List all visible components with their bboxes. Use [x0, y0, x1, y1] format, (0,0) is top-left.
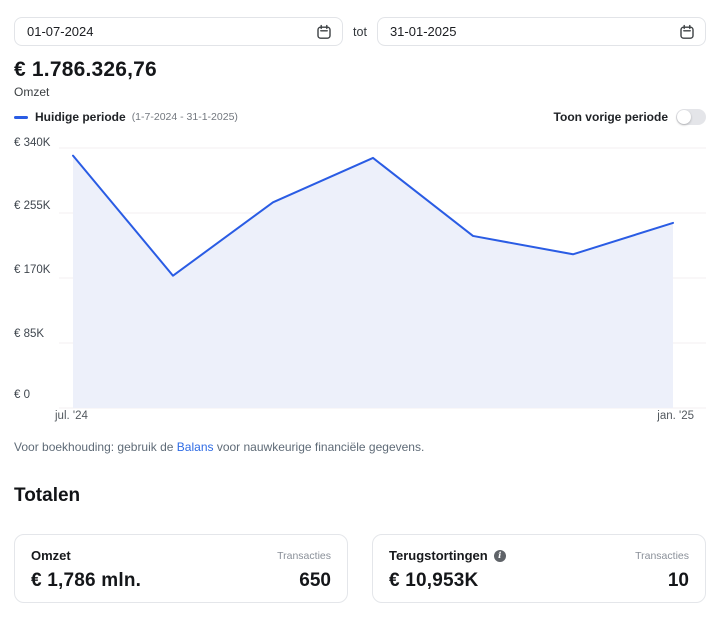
legend-current-period-label: Huidige periode [35, 110, 126, 124]
balans-link[interactable]: Balans [176, 440, 214, 454]
total-revenue-amount: € 1.786.326,76 [14, 58, 157, 81]
totals-cards: Omzet Transacties € 1,786 mln. 650 Terug… [14, 534, 706, 603]
transactions-count: 650 [299, 570, 331, 591]
legend-current-period-range: (1-7-2024 - 31-1-2025) [131, 111, 238, 123]
date-range-row: 01-07-2024 tot 31-01-2025 [14, 17, 706, 46]
y-axis-tick: € 255K [14, 200, 51, 212]
previous-period-toggle[interactable] [676, 109, 706, 125]
revenue-line [72, 154, 674, 277]
refunds-total-card: Terugstortingen i Transacties € 10,953K … [372, 534, 706, 603]
calendar-icon[interactable] [679, 24, 695, 40]
start-date-value: 01-07-2024 [27, 24, 94, 39]
card-value: € 1,786 mln. [31, 570, 142, 591]
info-icon[interactable]: i [493, 549, 506, 562]
end-date-input[interactable]: 31-01-2025 [376, 17, 706, 46]
revenue-total-card: Omzet Transacties € 1,786 mln. 650 [14, 534, 348, 603]
y-axis-tick: € 0 [14, 389, 30, 401]
card-title: Terugstortingen [389, 548, 488, 563]
date-range-separator: tot [353, 24, 367, 39]
totals-heading: Totalen [14, 485, 81, 506]
calendar-icon[interactable] [316, 24, 332, 40]
transactions-label: Transacties [635, 549, 689, 562]
revenue-line-chart [59, 147, 706, 409]
transactions-count: 10 [667, 570, 689, 591]
card-value: € 10,953K [389, 570, 479, 591]
previous-period-toggle-label: Toon vorige periode [553, 110, 668, 124]
card-title: Omzet [31, 548, 71, 563]
start-date-input[interactable]: 01-07-2024 [14, 17, 344, 46]
x-axis-tick: jul. '24 [55, 410, 88, 422]
y-axis-tick: € 170K [14, 264, 51, 276]
x-axis-tick: jan. '25 [657, 410, 694, 422]
y-axis-tick: € 85K [14, 328, 45, 340]
end-date-value: 31-01-2025 [389, 24, 457, 39]
current-period-line-icon [14, 115, 28, 119]
y-axis-tick: € 340K [14, 137, 51, 149]
footnote-text: voor nauwkeurige financiële gegevens. [213, 440, 425, 454]
legend-row: Huidige periode (1-7-2024 - 31-1-2025) T… [14, 107, 706, 127]
revenue-chart: € 340K € 255K € 170K € 85K € 0 jul. '24 … [0, 134, 720, 430]
footnote-text: Voor boekhouding: gebruik de [14, 440, 177, 454]
toggle-knob [677, 110, 691, 124]
accounting-footnote: Voor boekhouding: gebruik de Balans voor… [14, 440, 424, 454]
revenue-label: Omzet [14, 85, 50, 99]
transactions-label: Transacties [277, 549, 331, 562]
revenue-area [73, 155, 673, 408]
